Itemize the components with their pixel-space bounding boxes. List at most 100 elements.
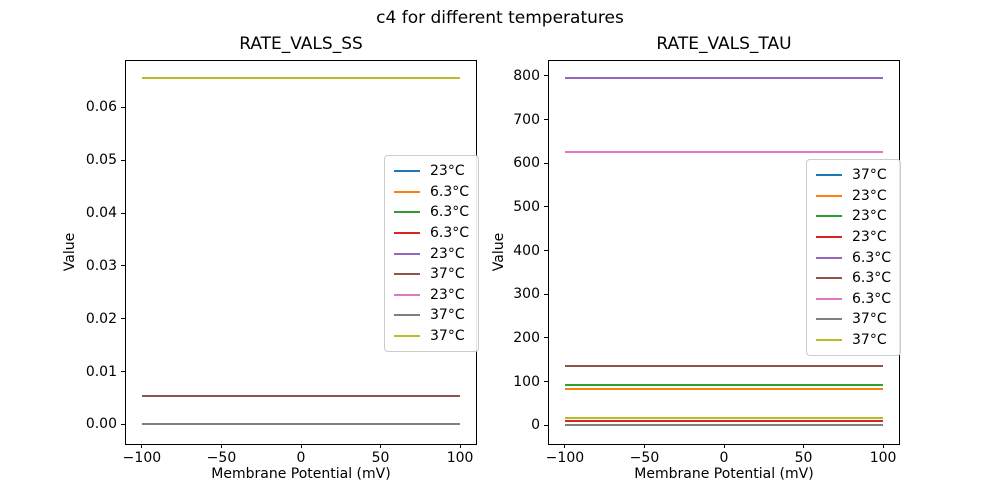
legend-item: 37°C: [816, 165, 891, 186]
y-tick-label: 0.01: [85, 363, 117, 380]
legend-item: 23°C: [394, 161, 469, 182]
x-tick-mark: [643, 444, 645, 448]
legend-item-label: 37°C: [430, 328, 465, 345]
legend-line-sample: [394, 293, 420, 296]
plot-title-ss: RATE_VALS_SS: [239, 34, 363, 54]
legend-item: 37°C: [394, 305, 469, 326]
y-tick-label: 0: [531, 417, 540, 434]
x-tick-label: 100: [446, 450, 474, 466]
legend-item: 23°C: [394, 243, 469, 264]
y-tick-mark: [121, 423, 125, 425]
legend-line-sample: [394, 232, 420, 235]
x-axis-label-ss: Membrane Potential (mV): [211, 466, 391, 482]
y-tick-label: 0.03: [85, 257, 117, 274]
legend-line-sample: [394, 252, 420, 255]
x-tick-mark: [220, 444, 222, 448]
y-tick-label: 0.06: [85, 99, 117, 116]
y-tick-mark: [544, 250, 548, 252]
y-tick-mark: [544, 206, 548, 208]
x-tick-label: −100: [122, 450, 162, 466]
y-tick-label: 0.04: [85, 205, 117, 222]
legend-line-sample: [394, 190, 420, 193]
x-tick-mark: [459, 444, 461, 448]
x-tick-label: −100: [545, 450, 585, 466]
legend-item-label: 6.3°C: [852, 290, 892, 307]
series-line: [564, 416, 884, 419]
x-tick-mark: [803, 444, 805, 448]
y-tick-mark: [121, 159, 125, 161]
legend-item-label: 23°C: [852, 208, 887, 225]
y-tick-label: 0.02: [85, 310, 117, 327]
plot-title-tau: RATE_VALS_TAU: [656, 34, 792, 54]
figure-suptitle: c4 for different temperatures: [376, 8, 624, 28]
legend-line-sample: [394, 211, 420, 214]
series-line: [564, 77, 884, 80]
x-tick-mark: [882, 444, 884, 448]
y-tick-label: 0.05: [85, 152, 117, 169]
legend-line-sample: [816, 318, 842, 321]
legend-item-label: 37°C: [430, 307, 465, 324]
x-axis-label-tau: Membrane Potential (mV): [634, 466, 814, 482]
legend: 23°C 6.3°C 6.3°C 6.3°C 23°C 37°C 23°C 37°C 37°C: [384, 155, 480, 353]
legend-item: 6.3°C: [816, 289, 891, 310]
legend-item-label: 37°C: [430, 266, 465, 283]
series-line: [564, 150, 884, 153]
y-tick-label: 800: [513, 67, 540, 84]
legend-item: 6.3°C: [394, 182, 469, 203]
legend-item: 23°C: [816, 206, 891, 227]
legend-item-label: 37°C: [852, 167, 887, 184]
y-axis-label-tau: Value: [491, 232, 507, 272]
x-tick-label: 0: [296, 450, 306, 466]
legend-item: 6.3°C: [394, 202, 469, 223]
legend-line-sample: [816, 277, 842, 280]
x-tick-label: 100: [869, 450, 897, 466]
x-tick-label: 50: [371, 450, 390, 466]
legend-item: 23°C: [394, 285, 469, 306]
legend-item: 6.3°C: [394, 223, 469, 244]
y-tick-label: 200: [513, 329, 540, 346]
legend-item: 23°C: [816, 186, 891, 207]
legend-item: 23°C: [816, 227, 891, 248]
legend-item-label: 6.3°C: [430, 225, 470, 242]
series-line: [564, 423, 884, 426]
y-tick-mark: [544, 381, 548, 383]
x-tick-mark: [141, 444, 143, 448]
y-tick-label: 600: [513, 155, 540, 172]
legend-line-sample: [816, 339, 842, 342]
axes-tau: 0 100 200 300 400 500 600 700 800 −100 −50 0 50 100 37…: [513, 60, 902, 465]
x-tick-mark: [300, 444, 302, 448]
legend-line-sample: [816, 256, 842, 259]
legend-line-sample: [394, 314, 420, 317]
y-tick-mark: [121, 318, 125, 320]
x-tick-mark: [564, 444, 566, 448]
x-tick-label: −50: [629, 450, 660, 466]
legend-line-sample: [816, 236, 842, 239]
series-line: [141, 423, 461, 426]
y-tick-mark: [121, 265, 125, 267]
series-line: [564, 384, 884, 387]
legend-item-label: 23°C: [430, 286, 465, 303]
legend-item: 37°C: [394, 264, 469, 285]
legend-item: 37°C: [816, 330, 891, 351]
x-tick-mark: [723, 444, 725, 448]
legend-item-label: 6.3°C: [852, 249, 892, 266]
y-tick-mark: [544, 337, 548, 339]
y-tick-mark: [544, 162, 548, 164]
y-tick-label: 700: [513, 111, 540, 128]
x-tick-label: 50: [794, 450, 813, 466]
y-tick-label: 300: [513, 286, 540, 303]
legend-item: 6.3°C: [816, 268, 891, 289]
legend-item: 6.3°C: [816, 247, 891, 268]
x-tick-label: −50: [206, 450, 237, 466]
y-tick-label: 500: [513, 198, 540, 215]
series-line: [564, 365, 884, 368]
legend: 37°C 23°C 23°C 23°C 6.3°C 6.3°C 6.3°C 37°C 37°C: [806, 159, 902, 357]
series-line: [564, 419, 884, 422]
legend-item-label: 37°C: [852, 311, 887, 328]
y-tick-label: 100: [513, 373, 540, 390]
legend-item-label: 37°C: [852, 332, 887, 349]
legend-line-sample: [394, 273, 420, 276]
